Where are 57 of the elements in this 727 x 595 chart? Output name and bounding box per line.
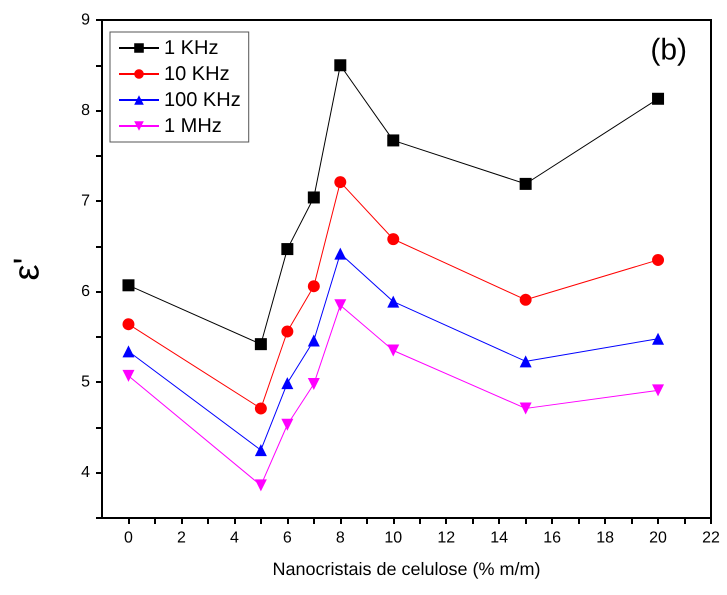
legend-label: 100 KHz	[164, 89, 241, 111]
point	[387, 134, 400, 146]
point	[122, 318, 134, 330]
x-tick-label: 20	[649, 530, 668, 546]
y-tick-label: 6	[81, 283, 90, 300]
x-tick-label: 12	[437, 530, 456, 546]
point	[334, 176, 346, 188]
x-tick-label: 8	[336, 530, 345, 546]
point	[308, 378, 320, 390]
y-tick-label: 7	[81, 192, 90, 210]
point	[308, 280, 320, 292]
point	[520, 178, 532, 190]
point	[334, 248, 346, 260]
point	[652, 384, 664, 396]
point	[308, 191, 320, 204]
annotation: (b)	[650, 34, 688, 66]
y-axis-title: ε'	[6, 258, 46, 280]
x-tick-label: 2	[176, 530, 186, 546]
x-tick-label: 22	[702, 530, 720, 546]
point	[652, 92, 664, 105]
point	[520, 355, 532, 368]
legend-label: 1 MHz	[164, 115, 222, 137]
x-tick-label: 6	[282, 530, 292, 546]
point	[122, 345, 134, 358]
point	[281, 243, 294, 256]
x-tick-label: 16	[543, 530, 562, 546]
point	[520, 294, 532, 306]
point	[652, 254, 664, 266]
point	[281, 377, 294, 390]
x-tick-label: 14	[490, 530, 508, 546]
x-tick-label: 4	[230, 530, 239, 546]
point	[122, 279, 134, 292]
point	[254, 402, 267, 414]
x-tick-label: 0	[124, 530, 134, 546]
point	[281, 325, 294, 338]
point	[334, 299, 346, 312]
legend-label: 10 KHz	[164, 63, 230, 85]
point	[520, 402, 532, 414]
y-tick-label: 4	[81, 464, 90, 482]
point	[308, 334, 320, 347]
point	[254, 444, 267, 456]
y-tick-label: 8	[81, 102, 90, 120]
point	[122, 370, 134, 382]
legend-label: 1 KHz	[164, 37, 218, 59]
y-tick-label: 5	[81, 374, 90, 391]
point	[387, 344, 400, 356]
point	[652, 332, 664, 345]
point	[254, 479, 267, 492]
x-tick-label: 10	[384, 530, 402, 546]
x-tick-label: 18	[596, 530, 614, 546]
point	[334, 59, 346, 72]
point	[254, 338, 267, 350]
point	[281, 418, 294, 431]
x-axis-title: Nanocristais de celulose (% m/m)	[272, 559, 541, 579]
y-tick-label: 9	[81, 12, 90, 28]
point	[387, 233, 400, 246]
point	[387, 296, 400, 308]
